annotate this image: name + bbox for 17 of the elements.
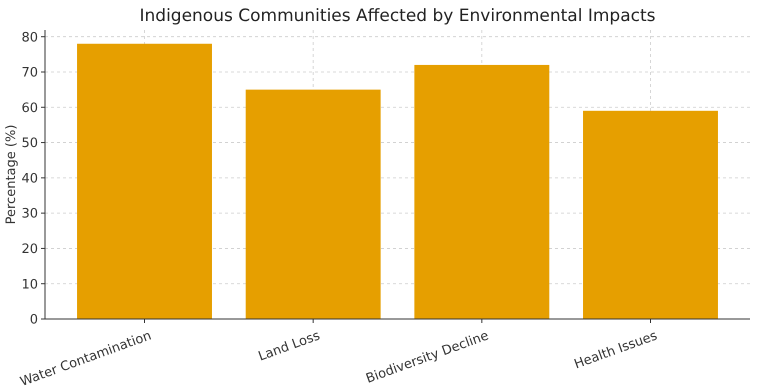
bar	[414, 64, 550, 319]
x-tick-label: Land Loss	[256, 328, 322, 365]
y-tick-label: 30	[21, 206, 38, 222]
y-tick-label: 0	[30, 312, 38, 328]
y-tick-label: 50	[21, 136, 38, 152]
y-tick-label: 40	[21, 171, 38, 186]
y-tick-label: 20	[21, 242, 38, 257]
x-tick-label: Health Issues	[572, 328, 660, 372]
bar	[583, 110, 718, 319]
bar	[77, 44, 212, 319]
bar	[246, 90, 381, 319]
y-tick-label: 60	[21, 100, 38, 116]
chart-title: Indigenous Communities Affected by Environmental Impacts	[139, 6, 656, 26]
y-tick-label: 70	[21, 66, 38, 81]
y-axis-title: Percentage (%)	[4, 124, 19, 224]
y-tick-label: 10	[21, 277, 38, 292]
y-tick-label: 80	[21, 30, 38, 46]
